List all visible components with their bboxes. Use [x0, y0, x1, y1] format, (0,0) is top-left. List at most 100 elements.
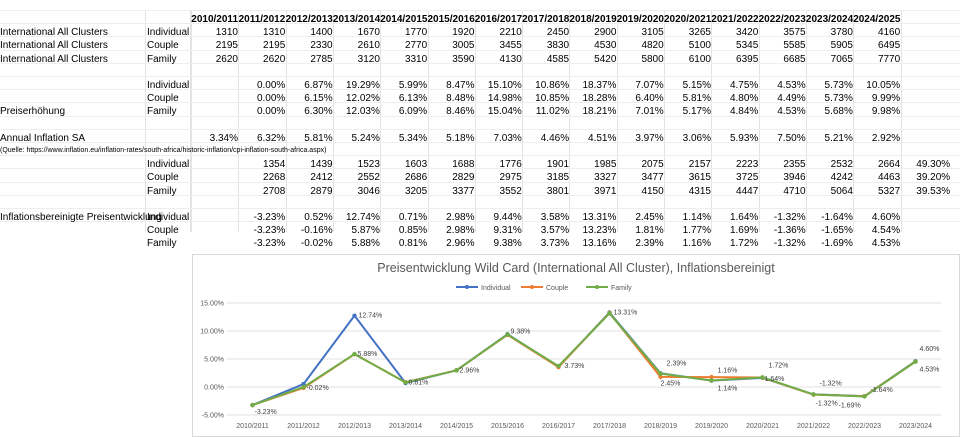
series-line-family: [252, 312, 917, 407]
table-cell: 5.81%: [682, 93, 711, 105]
grid-line: [0, 23, 960, 25]
table-cell: 3.58%: [540, 212, 570, 223]
table-cell: 2900: [594, 27, 617, 39]
table-cell: 3615: [688, 172, 711, 184]
table-cell: 4710: [783, 185, 806, 197]
data-label: 13.31%: [614, 309, 638, 316]
table-cell: 3205: [404, 185, 428, 197]
grid-line: [145, 10, 146, 232]
row-sublabel: Couple: [147, 40, 179, 52]
table-cell: 8.48%: [446, 93, 475, 105]
table-cell: 0.71%: [398, 212, 428, 223]
grid-line: [0, 115, 960, 117]
y-tick-label: 10.00%: [200, 329, 224, 336]
table-cell: 5064: [830, 185, 853, 197]
table-cell: 3.73%: [540, 238, 570, 250]
table-cell: 18.37%: [582, 80, 617, 91]
table-cell: -0.16%: [300, 225, 333, 237]
table-cell: 6685: [783, 53, 806, 65]
table-cell: 2.98%: [446, 212, 475, 223]
table-cell: -1.32%: [773, 212, 806, 223]
grid-line: [806, 10, 807, 232]
table-cell: 2829: [452, 172, 475, 184]
table-cell: 3377: [452, 185, 475, 197]
x-tick-label: 2016/2017: [542, 423, 575, 430]
table-cell: 5.34%: [398, 132, 428, 144]
table-cell: 19.29%: [345, 80, 380, 91]
table-cell: 3477: [641, 172, 664, 184]
table-cell: 4.51%: [588, 132, 617, 144]
table-cell: 2785: [310, 53, 333, 65]
table-cell: 2552: [357, 172, 380, 184]
table-cell: -0.02%: [300, 238, 333, 250]
year-header: 2019/2020: [616, 14, 664, 25]
table-cell: 2620: [215, 53, 238, 65]
grid-line: [0, 89, 960, 91]
row-sublabel: Individual: [147, 212, 190, 223]
grid-line: [664, 10, 665, 232]
x-tick-label: 2017/2018: [593, 423, 626, 430]
table-cell: 5800: [641, 53, 664, 65]
grid-line: [901, 10, 902, 232]
table-cell: 7.07%: [635, 80, 664, 91]
table-cell: 5.21%: [824, 132, 853, 144]
table-cell: 12.74%: [345, 212, 380, 223]
y-tick-label: -5.00%: [202, 413, 224, 420]
data-label: -1.32%: [816, 400, 838, 407]
grid-line: [853, 10, 854, 232]
table-cell: 18.21%: [582, 106, 617, 118]
grid-line: [190, 10, 191, 232]
grid-line: [711, 10, 712, 232]
table-cell: -1.32%: [773, 238, 806, 250]
table-cell: 8.46%: [446, 106, 475, 118]
table-cell: 5.68%: [824, 106, 853, 118]
table-cell: 2157: [688, 159, 711, 171]
table-cell: 6.30%: [304, 106, 333, 118]
row-sublabel: Couple: [147, 93, 179, 105]
grid-line: [0, 102, 960, 104]
table-cell: 1.69%: [729, 225, 759, 237]
source-note: (Quelle: https://www.inflation.eu/inflat…: [0, 147, 327, 154]
table-cell: 1.81%: [635, 225, 664, 237]
table-cell: 4.53%: [777, 80, 806, 91]
table-cell: 15.10%: [487, 80, 522, 91]
table-cell: 1770: [404, 27, 428, 39]
table-cell: -1.36%: [773, 225, 806, 237]
table-cell: 6.13%: [398, 93, 428, 105]
table-cell: 14.98%: [487, 93, 522, 105]
data-label: 12.74%: [359, 313, 383, 320]
line-chart[interactable]: Preisentwicklung Wild Card (Internationa…: [192, 254, 960, 437]
x-tick-label: 2014/2015: [440, 423, 473, 430]
table-cell: 0.85%: [398, 225, 428, 237]
year-header: 2018/2019: [569, 14, 617, 25]
table-cell: 4.49%: [777, 93, 806, 105]
data-point-family: [607, 311, 612, 316]
legend-marker: [530, 285, 534, 289]
table-cell: 0.00%: [256, 93, 286, 105]
table-cell: 2195: [215, 40, 238, 52]
year-header: 2011/2012: [238, 14, 286, 25]
table-cell: 5420: [594, 53, 617, 65]
table-cell: 3971: [594, 185, 617, 197]
data-point-family: [301, 384, 306, 390]
table-cell: 5.15%: [682, 80, 711, 91]
table-cell: 2664: [877, 159, 901, 171]
table-cell: 7065: [830, 53, 853, 65]
table-cell: 2.98%: [446, 225, 475, 237]
table-cell: 39.53%: [916, 185, 951, 197]
table-cell: 0.00%: [256, 106, 286, 118]
table-cell: 1688: [452, 159, 475, 171]
table-cell: 3575: [783, 27, 806, 39]
row-label: International All Clusters: [0, 40, 108, 52]
table-cell: 3946: [783, 172, 806, 184]
grid-line: [522, 10, 523, 232]
year-header: 2014/2015: [380, 14, 428, 25]
table-cell: 6.15%: [304, 93, 333, 105]
y-tick-label: 5.00%: [204, 357, 224, 364]
data-point-family: [454, 368, 459, 373]
legend-label: Family: [611, 285, 632, 292]
table-cell: 5.73%: [824, 93, 853, 105]
row-label: Annual Inflation SA: [0, 132, 86, 144]
table-cell: 4.54%: [871, 225, 901, 237]
